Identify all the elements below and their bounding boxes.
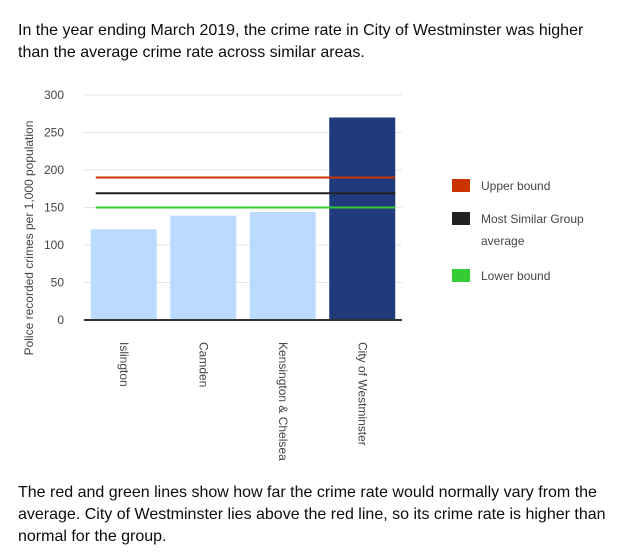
- y-tick-label: 0: [57, 313, 64, 327]
- legend-label: Lower bound: [481, 269, 550, 283]
- x-tick-label: Kensington & Chelsea: [276, 342, 290, 461]
- legend-item: Most Similar Group average: [452, 212, 584, 248]
- legend-swatch: [452, 212, 470, 225]
- y-tick-label: 300: [44, 88, 64, 102]
- bars: [90, 117, 396, 320]
- legend-item: Upper bound: [452, 179, 550, 193]
- legend-label: average: [481, 234, 525, 248]
- y-axis-tick-labels: 0 50 100 150 200 250 300: [44, 88, 64, 327]
- bar: [329, 117, 396, 320]
- x-tick-label: Islington: [117, 342, 131, 387]
- x-axis-tick-labels: Islington Camden Kensington & Chelsea City …: [117, 342, 370, 461]
- legend-swatch: [452, 179, 470, 192]
- y-tick-label: 250: [44, 126, 64, 140]
- x-tick-label: City of Westminster: [355, 342, 369, 446]
- y-tick-label: 50: [51, 276, 65, 290]
- outro-text: The red and green lines show how far the…: [18, 484, 606, 545]
- y-tick-label: 150: [44, 201, 64, 215]
- legend: Upper bound Most Similar Group average Lowe…: [452, 179, 584, 283]
- intro-text: In the year ending March 2019, the crime…: [18, 22, 584, 61]
- crime-rate-chart: 0 50 100 150 200 250 300 Police recorded crime…: [22, 88, 584, 461]
- x-tick-label: Camden: [196, 342, 210, 387]
- bar: [90, 229, 157, 320]
- reference-lines: [95, 176, 396, 209]
- legend-swatch: [452, 269, 470, 282]
- y-axis-title: Police recorded crimes per 1,000 populat…: [22, 121, 36, 356]
- legend-item: Lower bound: [452, 269, 550, 283]
- y-tick-label: 200: [44, 163, 64, 177]
- bar: [170, 215, 237, 320]
- legend-label: Most Similar Group: [481, 212, 584, 226]
- legend-label: Upper bound: [481, 179, 550, 193]
- y-tick-label: 100: [44, 238, 64, 252]
- bar: [249, 212, 316, 320]
